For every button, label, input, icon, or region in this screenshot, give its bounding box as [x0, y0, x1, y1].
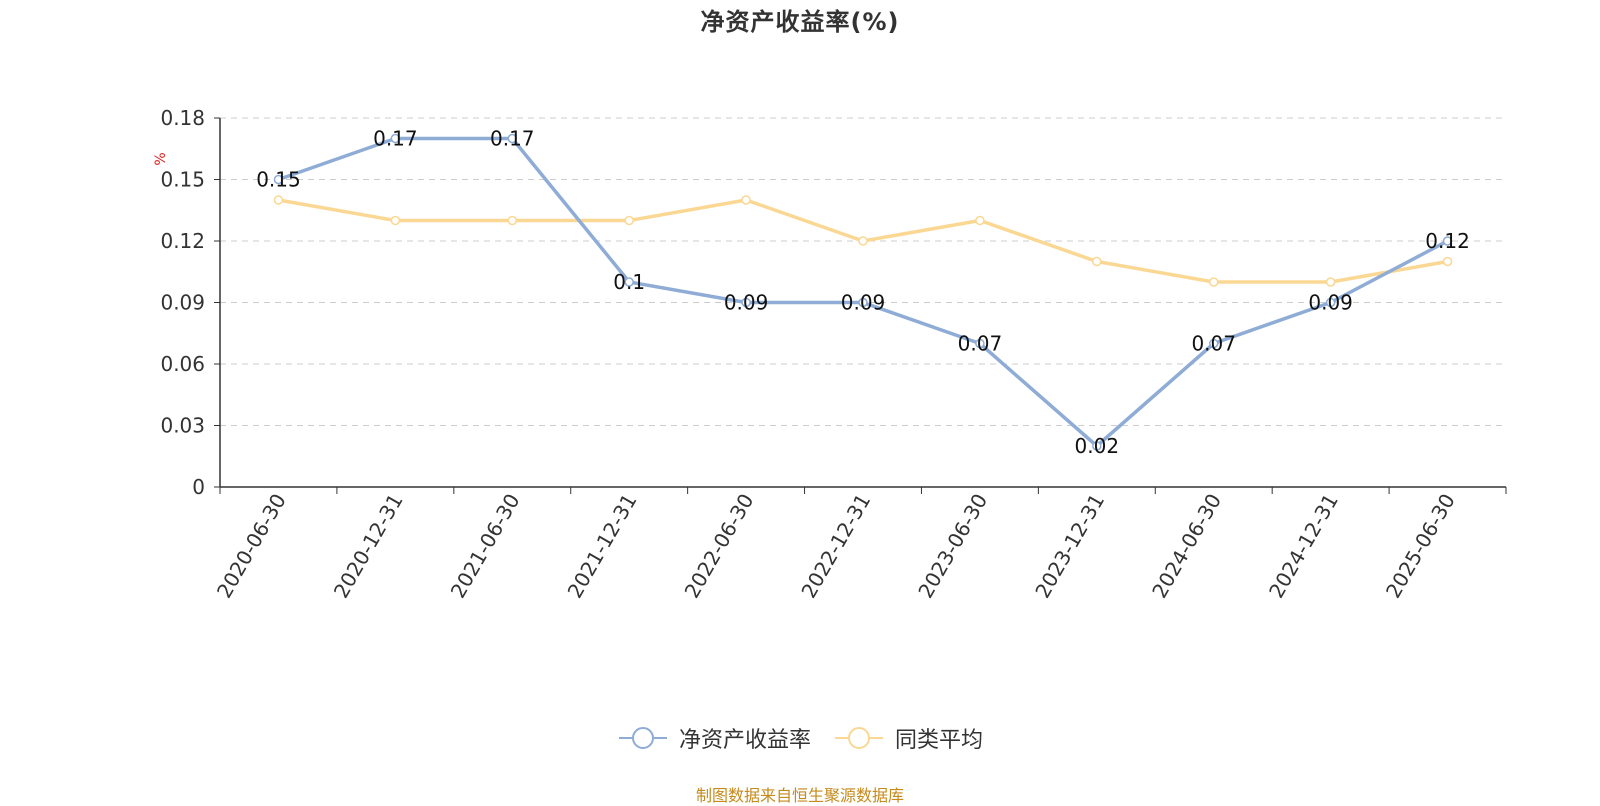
- series-2-point: [390, 215, 401, 226]
- series-1-point: [1208, 338, 1219, 349]
- x-tick-label: 2025-06-30: [1381, 490, 1460, 603]
- data-label: 0.17: [373, 127, 418, 151]
- y-tick-label: 0.15: [160, 168, 205, 192]
- data-label: 0.07: [958, 332, 1003, 356]
- y-axis-unit-label: %: [153, 152, 169, 165]
- series-2-point: [741, 195, 751, 205]
- data-label: 0.09: [724, 291, 769, 315]
- series-1-point: [858, 297, 868, 308]
- x-tick-label: 2020-12-31: [329, 490, 408, 603]
- legend-label-series-1: 净资产收益率: [678, 728, 811, 753]
- data-label: 0.09: [841, 291, 886, 315]
- data-label: 0.12: [1425, 229, 1470, 253]
- series-1-point: [975, 338, 985, 349]
- data-label: 0.15: [256, 168, 301, 192]
- x-tick-label: 2021-06-30: [446, 490, 525, 603]
- data-source-note: 制图数据来自恒生聚源数据库: [695, 786, 904, 805]
- series-1-point: [624, 277, 634, 287]
- series-1-point: [741, 297, 751, 308]
- series-2-point: [1442, 256, 1453, 267]
- y-tick-label: 0.06: [160, 352, 205, 376]
- series-2-point: [507, 215, 518, 226]
- y-tick-label: 0.18: [160, 106, 205, 130]
- legend: 净资产收益率 同类平均: [0, 722, 1600, 754]
- data-label: 0.07: [1191, 332, 1236, 356]
- x-tick-label: 2024-06-30: [1147, 490, 1226, 603]
- series-2-point: [624, 215, 634, 226]
- x-tick-label: 2023-12-31: [1030, 490, 1109, 603]
- x-tick-label: 2021-12-31: [563, 490, 642, 603]
- series-2-point: [1325, 277, 1336, 287]
- legend-marker-icon: [835, 727, 883, 749]
- chart-title: 净资产收益率(%): [700, 8, 900, 36]
- series-1-point: [273, 174, 284, 185]
- legend-marker-icon: [618, 727, 667, 749]
- x-tick-label: 2022-06-30: [680, 490, 759, 603]
- y-tick-label: 0: [192, 475, 205, 499]
- series-2-point: [273, 195, 284, 205]
- series-1-point: [1442, 236, 1453, 246]
- y-tick-label: 0.09: [160, 291, 205, 315]
- series-2-point: [1208, 277, 1219, 287]
- x-tick-label: 2020-06-30: [212, 490, 291, 603]
- series-1-point: [390, 133, 401, 144]
- x-tick-label: 2022-12-31: [796, 490, 875, 603]
- legend-item-series-1[interactable]: 净资产收益率: [617, 722, 811, 754]
- y-tick-label: 0.12: [160, 229, 205, 253]
- series-2-point: [1092, 256, 1102, 267]
- series-1-point: [1092, 441, 1102, 451]
- series-1-point: [1325, 297, 1336, 308]
- series-2-point: [858, 236, 868, 246]
- legend-label-series-2: 同类平均: [895, 728, 984, 753]
- data-label: 0.02: [1075, 434, 1120, 458]
- x-tick-label: 2024-12-31: [1264, 490, 1343, 603]
- series-2-point: [975, 215, 985, 226]
- data-label: 0.09: [1308, 291, 1353, 315]
- x-tick-label: 2023-06-30: [913, 490, 992, 603]
- y-tick-label: 0.03: [160, 414, 205, 438]
- series-1-point: [507, 133, 518, 144]
- data-label: 0.1: [613, 270, 645, 294]
- legend-item-series-2[interactable]: 同类平均: [833, 722, 983, 754]
- data-label: 0.17: [490, 127, 535, 151]
